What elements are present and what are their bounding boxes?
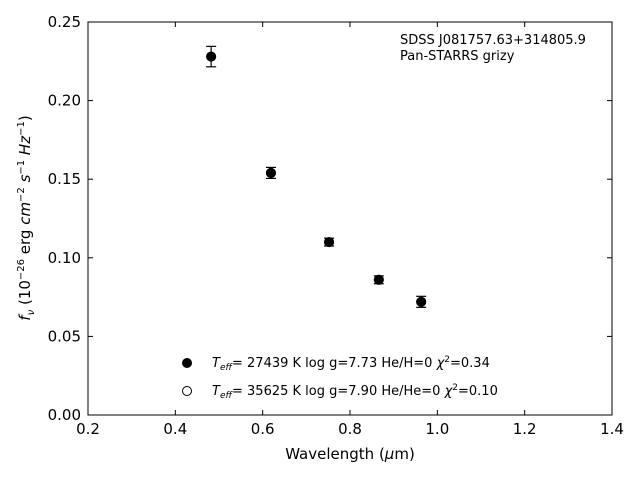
- y-tick-label: 0.05: [48, 327, 81, 345]
- annotation-object-name: SDSS J081757.63+314805.9: [400, 33, 586, 48]
- x-tick-label: 1.4: [600, 420, 624, 438]
- legend-marker-open: [182, 386, 192, 396]
- data-point-open: [265, 167, 276, 178]
- legend-label-2: Teff= 35625 K log g=7.90 He/He=0 χ2=0.10: [212, 383, 498, 401]
- y-tick-label: 0.00: [48, 406, 81, 424]
- data-point-open: [416, 296, 427, 307]
- x-axis-label: Wavelength (μm): [285, 445, 415, 463]
- y-tick-label: 0.15: [48, 170, 81, 188]
- x-tick-label: 1.0: [425, 420, 449, 438]
- annotation-survey: Pan-STARRS grizy: [400, 49, 515, 64]
- x-tick-label: 0.6: [251, 420, 275, 438]
- legend-marker-filled: [182, 358, 192, 368]
- data-point-open: [373, 274, 384, 285]
- data-point-open: [206, 51, 217, 62]
- y-axis-label: fν (10−26 erg cm−2 s−1 Hz−1): [16, 115, 37, 320]
- x-tick-label: 0.8: [338, 420, 362, 438]
- x-tick-label: 1.2: [513, 420, 537, 438]
- x-tick-label: 0.4: [163, 420, 187, 438]
- y-tick-label: 0.20: [48, 92, 81, 110]
- legend-label-1: Teff= 27439 K log g=7.73 He/H=0 χ2=0.34: [212, 355, 490, 373]
- axis-ticks: 0.2 0.4 0.6 0.8 1.0 1.2 1.4 0.00 0.05 0.10 0.15 0.2…: [48, 13, 624, 438]
- x-tick-label: 0.2: [76, 420, 100, 438]
- data-marks: [206, 45, 427, 308]
- y-tick-label: 0.10: [48, 249, 81, 267]
- data-point-open: [324, 237, 335, 248]
- y-tick-label: 0.25: [48, 13, 81, 31]
